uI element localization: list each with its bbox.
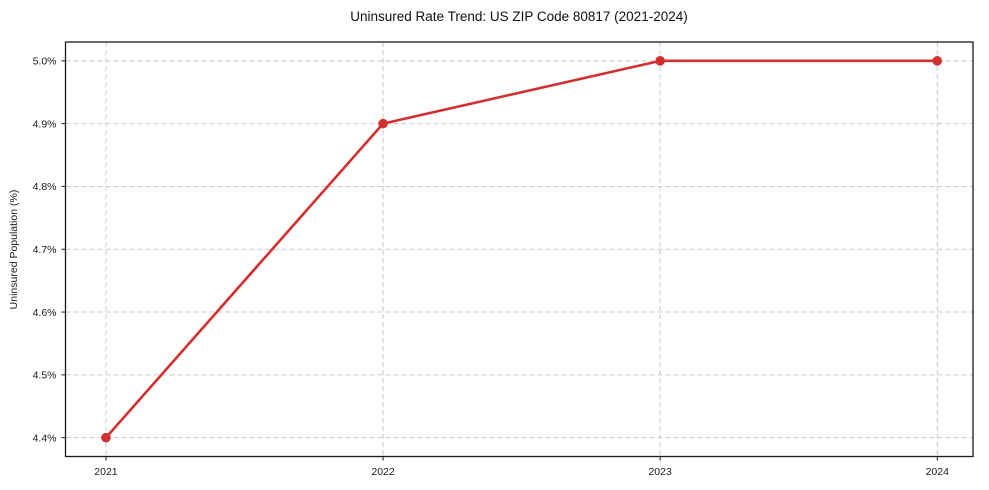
data-point (378, 118, 388, 129)
data-point (101, 432, 111, 443)
y-tick-label: 4.6% (33, 307, 57, 319)
x-tick-label: 2022 (371, 466, 395, 478)
y-tick-label: 4.5% (33, 370, 57, 382)
y-tick-label: 4.9% (33, 118, 57, 130)
y-tick-label: 5.0% (33, 56, 57, 68)
trend-line (104, 59, 939, 439)
chart-generated-layer: 4.4% 4.5% 4.6% 4.7% 4.8% 4.9% 5.0% 2021 2022 2023… (33, 41, 974, 478)
y-tick-label: 4.7% (33, 244, 57, 256)
data-point (932, 56, 943, 66)
x-tick-label: 2021 (94, 466, 118, 478)
data-point (655, 56, 665, 66)
x-tick-label: 2023 (648, 466, 672, 478)
y-axis-label: Uninsured Population (%) (8, 190, 20, 310)
chart-title: Uninsured Rate Trend: US ZIP Code 80817 … (350, 9, 687, 24)
y-tick-label: 4.4% (33, 432, 57, 444)
x-tick-label: 2024 (926, 466, 950, 478)
y-tick-label: 4.8% (33, 181, 57, 193)
